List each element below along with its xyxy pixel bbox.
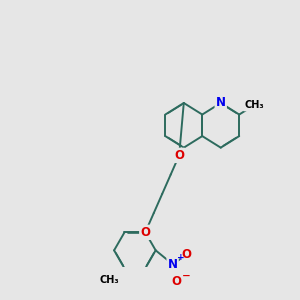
Text: +: + <box>177 254 185 262</box>
Text: N: N <box>216 97 226 110</box>
Text: −: − <box>182 271 190 281</box>
Text: CH₃: CH₃ <box>99 275 119 285</box>
Text: CH₃: CH₃ <box>244 100 264 110</box>
Text: O: O <box>182 248 191 262</box>
Text: N: N <box>168 258 178 271</box>
Text: O: O <box>172 275 182 288</box>
Text: O: O <box>140 226 150 239</box>
Text: O: O <box>174 149 184 162</box>
